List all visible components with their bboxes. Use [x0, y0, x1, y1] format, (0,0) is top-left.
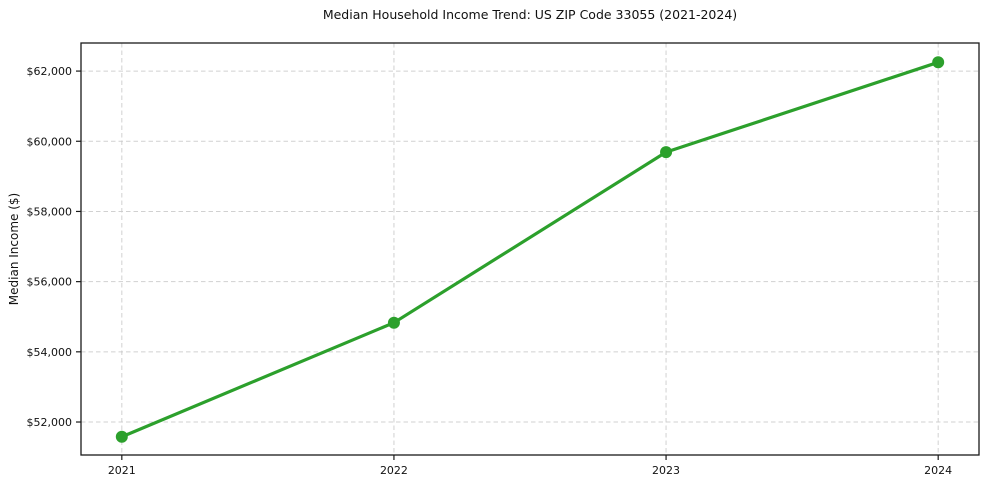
y-tick-label: $60,000 — [27, 135, 73, 148]
data-point-marker — [115, 430, 128, 443]
axes-border — [80, 42, 980, 456]
x-tick-label: 2023 — [652, 464, 680, 477]
x-tick-label: 2021 — [108, 464, 136, 477]
y-tick-label: $62,000 — [27, 65, 73, 78]
data-point-marker — [932, 56, 945, 69]
y-tick-label: $56,000 — [27, 276, 73, 289]
x-tick-label: 2024 — [924, 464, 952, 477]
data-point-marker — [660, 146, 673, 159]
data-point-marker — [387, 316, 400, 329]
y-tick-label: $54,000 — [27, 346, 73, 359]
y-tick-label: $52,000 — [27, 416, 73, 429]
x-tick-label: 2022 — [380, 464, 408, 477]
y-tick-label: $58,000 — [27, 205, 73, 218]
chart-title: Median Household Income Trend: US ZIP Co… — [322, 7, 738, 22]
income-trend-line — [120, 60, 940, 439]
